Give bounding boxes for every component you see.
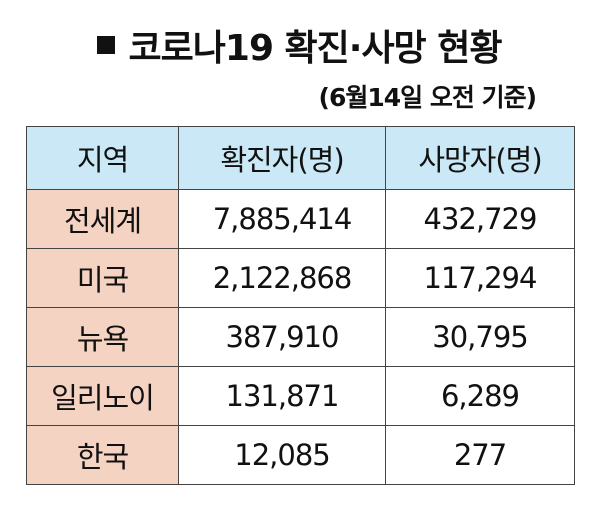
subtitle: (6월14일 오전 기준) bbox=[318, 83, 537, 112]
title-text: 코로나19 확진·사망 현황 bbox=[128, 28, 503, 69]
table-row: 뉴욕 387,910 30,795 bbox=[26, 307, 575, 367]
covid-stats-table: 지역 확진자(명) 사망자(명) 전세계 7,885,414 432,729 미… bbox=[26, 126, 575, 485]
header-confirmed: 확진자(명) bbox=[178, 126, 386, 190]
square-bullet-icon bbox=[96, 36, 115, 54]
confirmed-cell: 387,910 bbox=[178, 307, 386, 367]
deaths-cell: 6,289 bbox=[385, 366, 575, 426]
deaths-cell: 277 bbox=[385, 425, 575, 485]
confirmed-cell: 2,122,868 bbox=[178, 248, 386, 308]
region-cell: 뉴욕 bbox=[26, 307, 179, 367]
deaths-cell: 30,795 bbox=[385, 307, 575, 367]
confirmed-cell: 7,885,414 bbox=[178, 189, 386, 249]
page-title: 코로나19 확진·사망 현황 bbox=[0, 22, 598, 69]
header-deaths: 사망자(명) bbox=[385, 126, 575, 190]
table-row: 전세계 7,885,414 432,729 bbox=[26, 189, 575, 249]
table-row: 미국 2,122,868 117,294 bbox=[26, 248, 575, 308]
confirmed-cell: 12,085 bbox=[178, 425, 386, 485]
table-row: 일리노이 131,871 6,289 bbox=[26, 366, 575, 426]
table-header-row: 지역 확진자(명) 사망자(명) bbox=[26, 126, 575, 190]
region-cell: 전세계 bbox=[26, 189, 179, 249]
deaths-cell: 117,294 bbox=[385, 248, 575, 308]
region-cell: 한국 bbox=[26, 425, 179, 485]
header-region: 지역 bbox=[26, 126, 179, 190]
table-row: 한국 12,085 277 bbox=[26, 425, 575, 485]
region-cell: 미국 bbox=[26, 248, 179, 308]
region-cell: 일리노이 bbox=[26, 366, 179, 426]
confirmed-cell: 131,871 bbox=[178, 366, 386, 426]
deaths-cell: 432,729 bbox=[385, 189, 575, 249]
